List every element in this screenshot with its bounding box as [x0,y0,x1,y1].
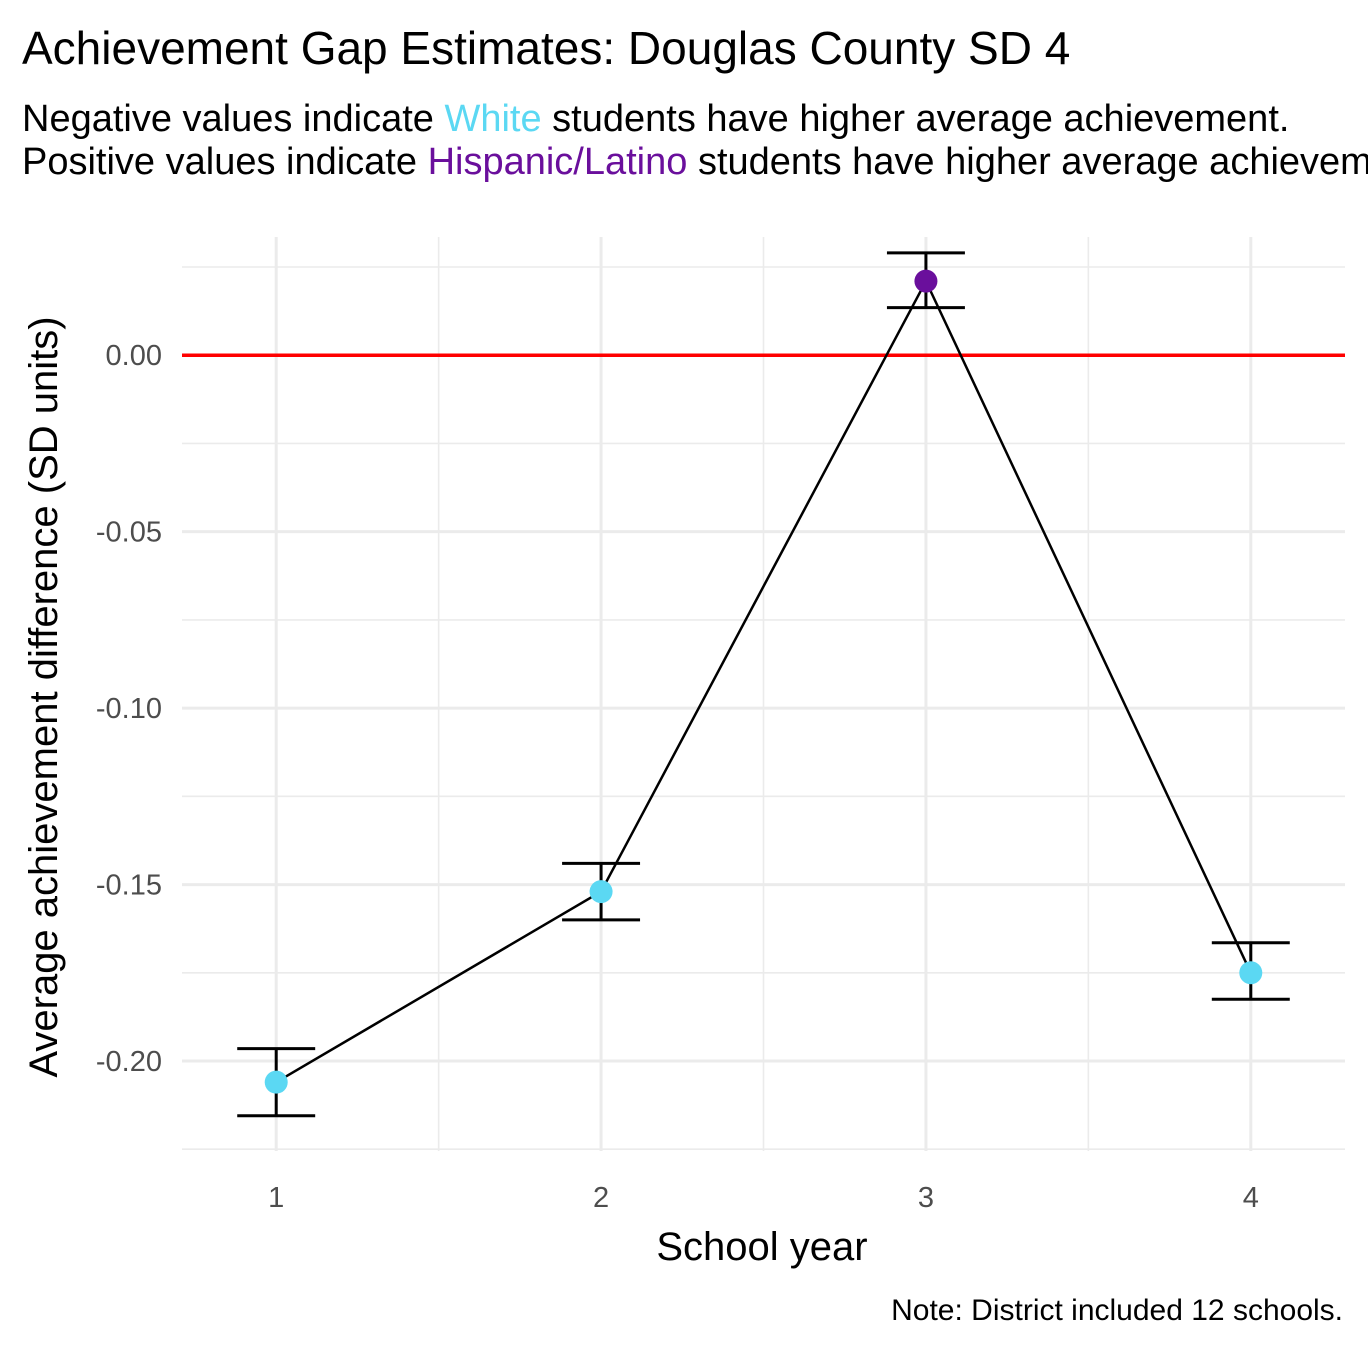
y-tick-label: -0.20 [96,1046,162,1078]
x-tick-label: 1 [268,1182,284,1214]
y-tick-label: -0.10 [96,693,162,725]
x-axis-title: School year [656,1225,867,1269]
x-tick-label: 4 [1243,1182,1259,1214]
grid-lines [182,237,1345,1151]
subtitle-line-2-pre: Positive values indicate [22,141,428,183]
y-tick-label: -0.15 [96,870,162,902]
subtitle-line-1-pre: Negative values indicate [22,98,444,140]
y-axis-title: Average achievement difference (SD units… [22,316,66,1077]
data-point [1239,961,1263,985]
subtitle-line-2: Positive values indicate Hispanic/Latino… [22,141,1368,183]
trend-line-layer [275,278,1252,1084]
subtitle-hispanic-label: Hispanic/Latino [428,141,688,183]
y-axis-ticks: 0.00 -0.05 -0.10 -0.15 -0.20 [96,340,162,1078]
chart-title: Achievement Gap Estimates: Douglas Count… [22,22,1070,74]
error-bars [237,251,1290,1118]
series-line [275,278,1252,1084]
data-points [264,269,1263,1094]
subtitle-line-2-post: students have higher average achievement… [687,141,1368,183]
x-axis-ticks: 1 2 3 4 [268,1182,1259,1214]
subtitle-white-label: White [444,98,541,140]
data-point [264,1070,288,1094]
y-tick-label: 0.00 [106,340,162,372]
data-point [589,880,613,904]
caption-note: Note: District included 12 schools. [891,1294,1343,1327]
subtitle-line-1-post: students have higher average achievement… [542,98,1290,140]
x-tick-label: 2 [593,1182,609,1214]
x-tick-label: 3 [918,1182,934,1214]
data-point [914,269,938,293]
y-tick-label: -0.05 [96,517,162,549]
subtitle-line-1: Negative values indicate White students … [22,98,1289,140]
